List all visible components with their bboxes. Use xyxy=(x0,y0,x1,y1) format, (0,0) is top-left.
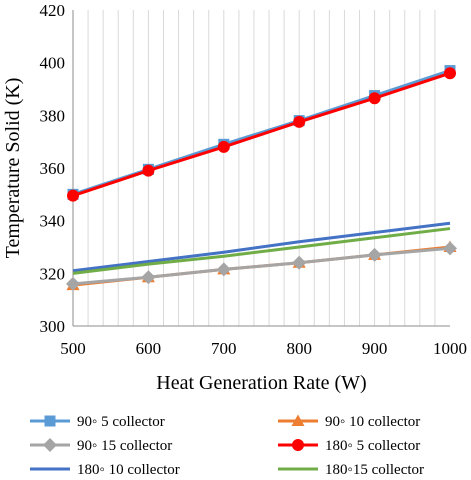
series-3 xyxy=(66,241,457,291)
x-tick-label: 500 xyxy=(60,339,86,358)
data-point xyxy=(142,164,155,177)
legend-label: 180◦ 10 collector xyxy=(77,462,180,478)
series-5 xyxy=(72,221,451,273)
y-tick-label: 400 xyxy=(40,54,66,73)
x-axis-label: Heat Generation Rate (W) xyxy=(156,372,366,394)
data-point xyxy=(443,241,457,256)
y-tick-label: 320 xyxy=(40,264,66,283)
legend-label: 180◦ 5 collector xyxy=(325,438,420,454)
legend-item: 90◦ 10 collector xyxy=(278,414,420,430)
series-4 xyxy=(67,67,456,202)
data-point xyxy=(367,247,382,262)
data-point xyxy=(66,276,80,291)
data-point xyxy=(293,115,306,128)
series-group xyxy=(66,65,457,291)
data-point xyxy=(292,255,307,270)
data-point xyxy=(67,189,79,202)
legend-label: 90◦ 10 collector xyxy=(325,414,420,430)
series-line xyxy=(72,246,451,286)
tick-labels: 300 320 340 360 380 400 420 500 600 700 800 900 1000 xyxy=(40,1,468,358)
legend-marker xyxy=(44,415,56,427)
y-axis-label: Temperature Solid (K) xyxy=(2,78,24,259)
x-tick-label: 600 xyxy=(136,339,162,358)
series-line xyxy=(72,227,451,275)
legend-marker xyxy=(292,439,304,451)
legend-label: 90◦ 5 collector xyxy=(77,414,165,430)
series-line xyxy=(72,71,451,198)
x-tick-label: 1000 xyxy=(433,339,467,358)
legend-label: 180◦15 collector xyxy=(325,462,424,478)
legend-item: 90◦ 5 collector xyxy=(30,414,165,430)
x-tick-label: 800 xyxy=(286,339,312,358)
series-line xyxy=(72,221,451,273)
data-point xyxy=(444,67,456,80)
series-6 xyxy=(72,227,451,275)
legend-item: 90◦ 15 collector xyxy=(30,438,172,454)
legend: 90◦ 5 collector 90◦ 10 collector 90◦ 15 co… xyxy=(30,414,424,478)
y-tick-label: 420 xyxy=(40,1,66,20)
x-tick-label: 900 xyxy=(362,339,388,358)
grid xyxy=(87,10,436,326)
data-point xyxy=(141,270,156,285)
y-tick-label: 340 xyxy=(40,212,66,231)
data-point xyxy=(216,262,231,277)
legend-marker xyxy=(43,438,57,452)
y-tick-label: 360 xyxy=(40,159,66,178)
legend-item: 180◦ 5 collector xyxy=(278,438,420,454)
y-tick-label: 300 xyxy=(40,317,66,336)
legend-item: 180◦15 collector xyxy=(278,462,424,478)
legend-label: 90◦ 15 collector xyxy=(77,438,172,454)
y-tick-label: 380 xyxy=(40,106,66,125)
data-point xyxy=(368,92,381,105)
x-tick-label: 700 xyxy=(211,339,237,358)
legend-marker xyxy=(291,414,305,426)
legend-item: 180◦ 10 collector xyxy=(30,462,180,478)
data-point xyxy=(217,140,230,153)
